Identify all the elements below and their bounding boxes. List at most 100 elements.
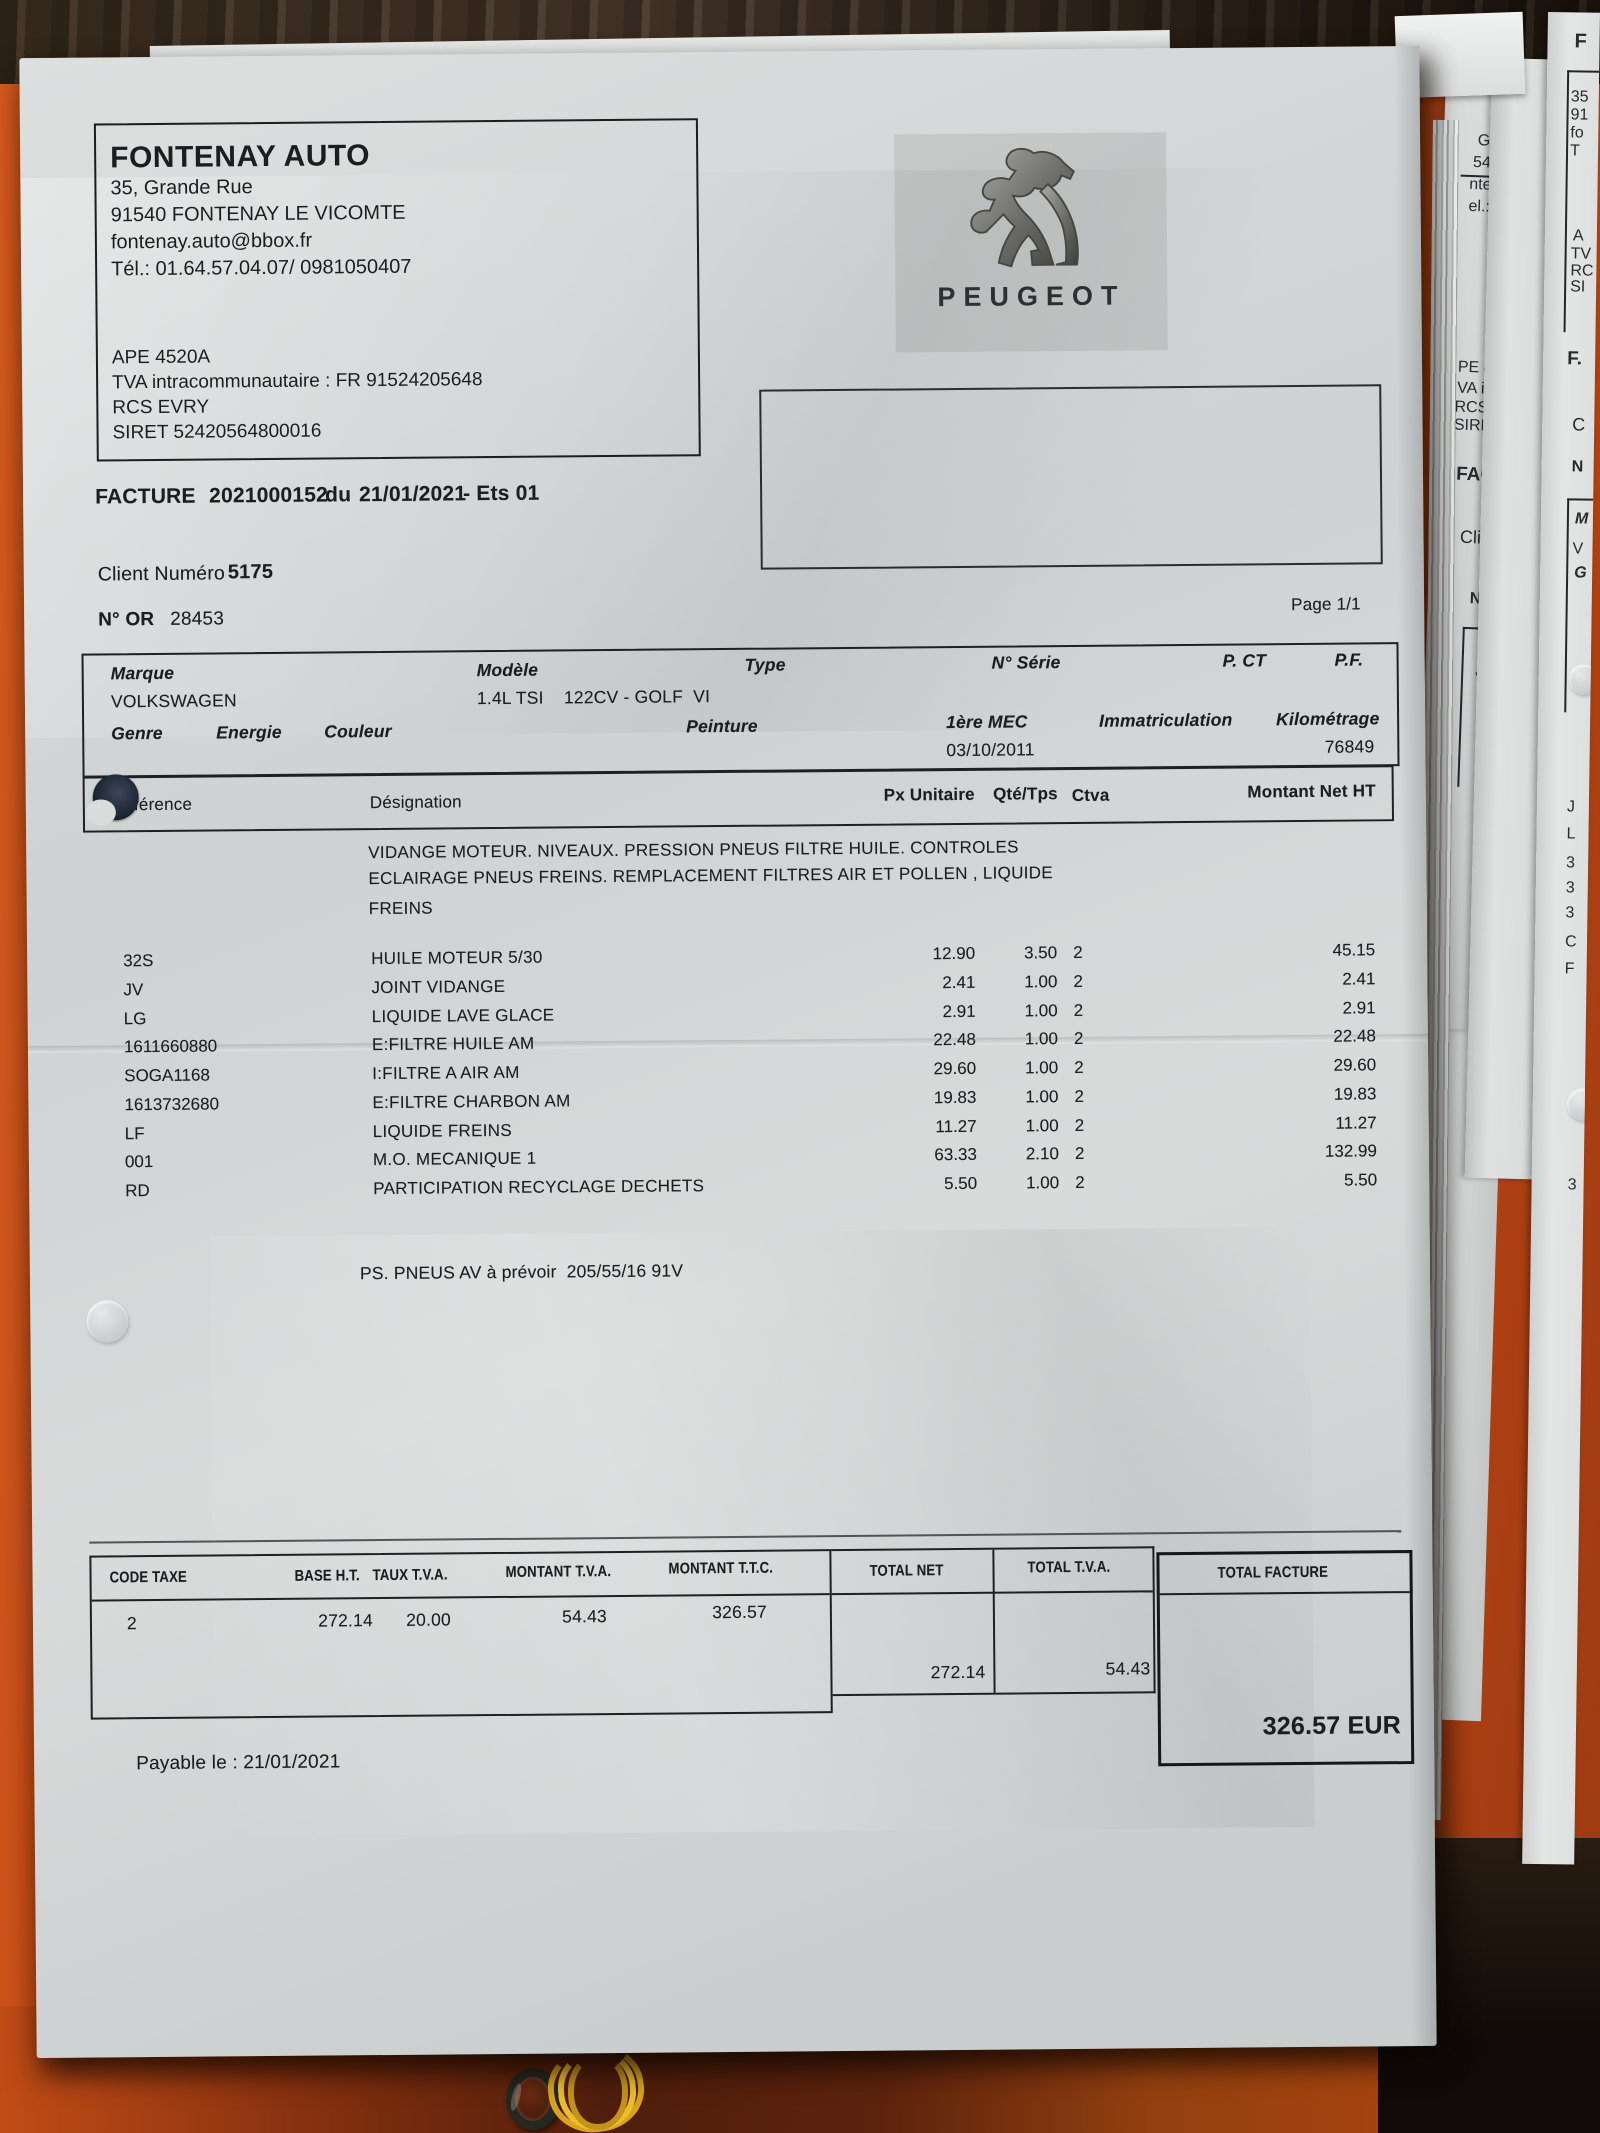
vehicle-header-modele: Modèle — [476, 659, 539, 681]
item-qte: 2.10 — [1025, 1144, 1059, 1164]
item-designation: PARTICIPATION RECYCLAGE DECHETS — [373, 1176, 705, 1199]
paper-fragment-text: 3 — [1565, 879, 1575, 897]
cord-loop — [568, 2054, 628, 2130]
vehicle-header-pf: P.F. — [1334, 649, 1364, 670]
item-montant: 22.48 — [1333, 1026, 1376, 1046]
tax-summary-table: CODE TAXE BASE H.T. TAUX T.V.A. MONTANT … — [89, 1549, 833, 1720]
invoice-number: 2021000152 — [209, 483, 329, 508]
taux-tva-value: 20.00 — [406, 1609, 452, 1630]
item-ref: 001 — [124, 1152, 154, 1172]
item-px-unitaire: 11.27 — [935, 1116, 977, 1137]
hole-punch — [92, 774, 139, 821]
total-net-value: 272.14 — [930, 1661, 986, 1683]
work-description-line2: ECLAIRAGE PNEUS FREINS. REMPLACEMENT FIL… — [368, 863, 1054, 889]
items-header-px-unitaire: Px Unitaire — [883, 784, 975, 805]
item-montant: 132.99 — [1324, 1141, 1377, 1161]
montant-tva-value: 54.43 — [562, 1606, 608, 1627]
item-ctva: 2 — [1073, 1028, 1084, 1048]
tax-code-value: 2 — [126, 1613, 137, 1634]
table-row: RD PARTICIPATION RECYCLAGE DECHETS 5.50 … — [29, 1170, 1406, 1206]
item-ctva: 2 — [1074, 1086, 1084, 1106]
totals-header-base-ht: BASE H.T. — [294, 1567, 360, 1585]
items-table-header: Référence Désignation Px Unitaire Qté/Tp… — [82, 765, 1395, 833]
paper-fragment-text: M — [1574, 510, 1589, 528]
paper-fragment-text: 3 — [1565, 904, 1575, 922]
item-px-unitaire: 12.90 — [932, 943, 976, 964]
paper-fragment-text: G — [1574, 564, 1587, 582]
item-montant: 11.27 — [1335, 1113, 1377, 1133]
border-fragment — [1563, 70, 1570, 333]
vehicle-header-peinture: Peinture — [686, 715, 758, 737]
item-px-unitaire: 2.41 — [942, 972, 976, 993]
item-designation: LIQUIDE LAVE GLACE — [371, 1005, 555, 1027]
table-rule — [992, 1549, 996, 1693]
item-montant: 45.15 — [1332, 940, 1376, 960]
vendor-siret: SIRET 52420564800016 — [112, 420, 322, 444]
invoice-label: FACTURE — [95, 484, 196, 509]
vehicle-header-km: Kilométrage — [1276, 708, 1380, 730]
item-ref: RD — [125, 1181, 150, 1201]
invoice-ets: - Ets 01 — [463, 481, 540, 506]
total-tva-value: 54.43 — [1105, 1658, 1151, 1679]
vendor-phone: Tél.: 01.64.57.04.07/ 0981050407 — [111, 255, 412, 281]
embossed-circle — [86, 1300, 129, 1343]
paper-fragment-text: 3 — [1566, 854, 1576, 872]
vehicle-header-type: Type — [744, 654, 786, 675]
item-qte: 1.00 — [1025, 1173, 1060, 1193]
totals-header-taux-tva: TAUX T.V.A. — [372, 1566, 448, 1585]
paper-fragment-text: J — [1566, 798, 1576, 816]
montant-ttc-value: 326.57 — [712, 1601, 767, 1623]
table-rule — [91, 1593, 830, 1602]
vehicle-header-genre: Genre — [111, 722, 163, 744]
item-ref: LF — [124, 1124, 145, 1144]
item-px-unitaire: 29.60 — [933, 1058, 977, 1079]
paper-fragment-text: fo — [1570, 124, 1584, 142]
paper-fragment-text: L — [1566, 825, 1576, 843]
item-ctva: 2 — [1074, 1115, 1085, 1135]
vehicle-modele: 1.4L TSI 122CV - GOLF VI — [476, 686, 711, 709]
table-rule — [1159, 1591, 1410, 1596]
totals-header-total-net: TOTAL NET — [869, 1562, 944, 1580]
peugeot-lion-icon — [970, 147, 1079, 268]
item-designation: LIQUIDE FREINS — [372, 1120, 513, 1142]
or-number: 28453 — [170, 608, 225, 630]
work-description-line3: FREINS — [368, 898, 433, 919]
items-header-ctva: Ctva — [1071, 785, 1110, 805]
paper-fragment-text: F — [1574, 30, 1587, 53]
vehicle-info-table: Marque Modèle Type N° Série P. CT P.F. V… — [81, 642, 1400, 778]
item-ref: 1613732680 — [124, 1094, 220, 1115]
item-qte: 1.00 — [1025, 1116, 1059, 1136]
totals-header-montant-ttc: MONTANT T.T.C. — [668, 1559, 774, 1578]
item-ref: SOGA1168 — [124, 1065, 210, 1086]
item-ref: 32S — [123, 951, 154, 971]
vehicle-kilometrage: 76849 — [1324, 736, 1375, 757]
paper-fragment-text: C — [1564, 933, 1577, 951]
totals-header-code-taxe: CODE TAXE — [109, 1568, 188, 1587]
totals-net-tva-table: TOTAL NET TOTAL T.V.A. 272.14 54.43 — [831, 1546, 1156, 1697]
items-header-qte-tps: Qté/Tps — [992, 784, 1058, 804]
item-px-unitaire: 5.50 — [943, 1173, 978, 1194]
items-header-designation: Désignation — [369, 792, 462, 813]
item-ref: JV — [123, 980, 144, 1000]
total-facture-value: 326.57 EUR — [1262, 1711, 1402, 1741]
total-facture-box: TOTAL FACTURE 326.57 EUR — [1156, 1550, 1415, 1767]
item-ctva: 2 — [1075, 1172, 1085, 1192]
items-header-montant: Montant Net HT — [1247, 781, 1376, 802]
border-fragment — [1567, 70, 1600, 73]
peugeot-wordmark: PEUGEOT — [937, 280, 1126, 313]
paper-fragment-text: SI — [1570, 278, 1586, 296]
item-designation: I:FILTRE A AIR AM — [372, 1062, 520, 1084]
item-montant: 2.41 — [1342, 969, 1376, 989]
item-ref: 1611660880 — [123, 1036, 218, 1057]
item-px-unitaire: 2.91 — [942, 1001, 976, 1022]
item-qte: 1.00 — [1024, 1001, 1058, 1021]
vehicle-header-immat: Immatriculation — [1099, 709, 1233, 731]
item-qte: 1.00 — [1024, 1058, 1059, 1078]
item-designation: JOINT VIDANGE — [371, 976, 506, 998]
divider-rule — [89, 1530, 1402, 1544]
client-number-label: Client Numéro — [97, 562, 226, 586]
paper-fragment-text: F — [1564, 960, 1575, 978]
vehicle-mec-date: 03/10/2011 — [946, 739, 1035, 761]
item-ctva: 2 — [1073, 942, 1083, 962]
payable-date: Payable le : 21/01/2021 — [136, 1751, 341, 1775]
